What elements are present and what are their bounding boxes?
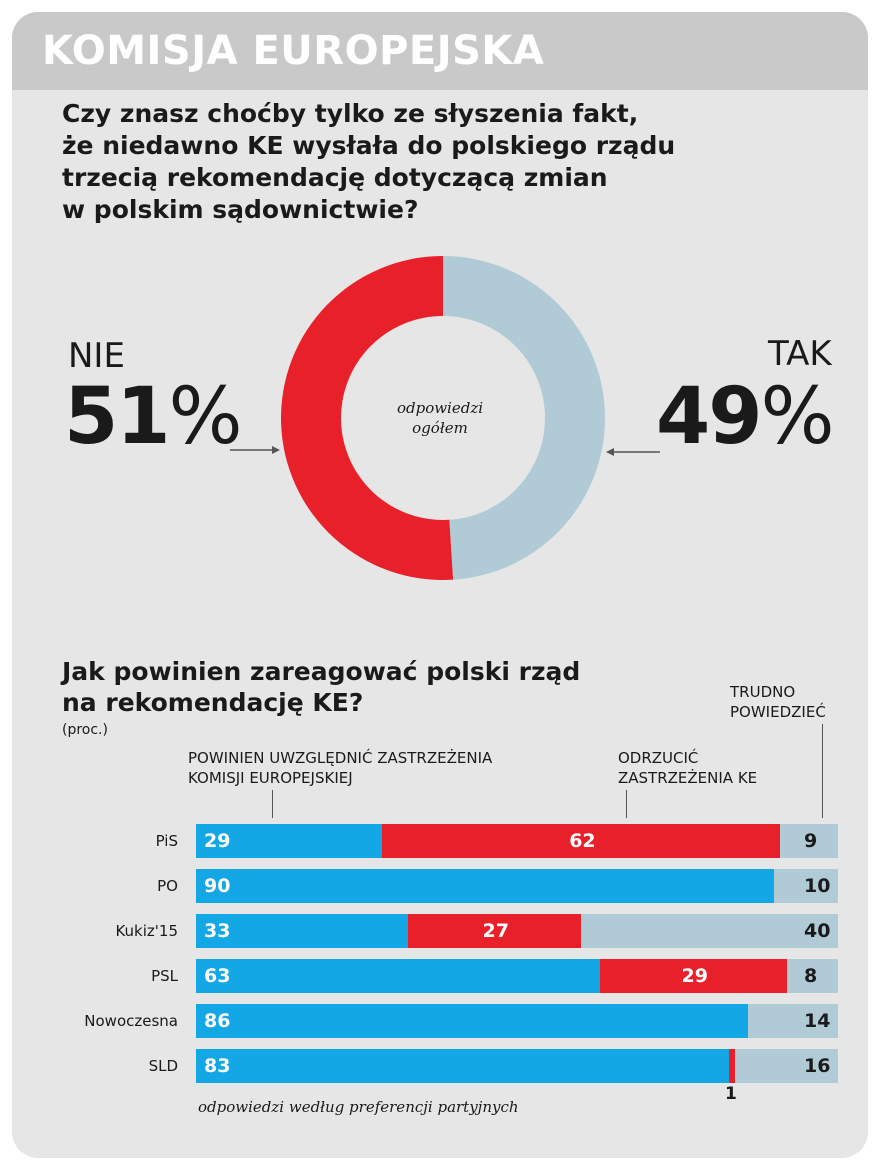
donut-slice-tak xyxy=(443,256,606,580)
donut-center-line: ogółem xyxy=(412,419,468,437)
legend-unsure-line: POWIEDZIEĆ xyxy=(730,703,826,721)
legend-accept-line: KOMISJI EUROPEJSKIEJ xyxy=(188,769,353,787)
legend-accept: POWINIEN UWZGLĘDNIĆ ZASTRZEŻENIA KOMISJI… xyxy=(188,748,492,788)
footnote: odpowiedzi według preferencji partyjnych xyxy=(198,1098,519,1116)
label-nie: NIE xyxy=(68,336,125,376)
bar-segment xyxy=(196,869,774,903)
bar-value-label: 9 xyxy=(804,830,818,852)
page-title: KOMISJA EUROPEJSKA xyxy=(42,28,545,74)
legend-reject: ODRZUCIĆ ZASTRZEŻENIA KE xyxy=(618,748,757,788)
sld-reject-value-label: 1 xyxy=(725,1084,737,1104)
row-label: SLD xyxy=(148,1057,178,1075)
bar-segment xyxy=(773,869,838,903)
legend-reject-line: ZASTRZEŻENIA KE xyxy=(618,769,758,787)
connector-nie-arrow xyxy=(272,446,280,454)
value-nie: 51% xyxy=(64,372,243,462)
question-1-line: w polskim sądownictwie? xyxy=(62,195,419,224)
question-2-line: na rekomendację KE? xyxy=(62,688,364,717)
question-2-line: Jak powinien zareagować polski rząd xyxy=(62,657,581,686)
bar-segment xyxy=(407,914,582,948)
value-nie-number: 51 xyxy=(64,372,171,462)
bar-value-label: 83 xyxy=(204,1055,231,1077)
bar-segment xyxy=(196,1049,729,1083)
donut-chart xyxy=(230,256,660,580)
bar-value-label: 40 xyxy=(804,920,831,942)
legend-unsure-line: TRUDNO xyxy=(730,683,796,701)
bar-value-label: 27 xyxy=(482,920,509,942)
question-1-line: że niedawno KE wysłała do polskiego rząd… xyxy=(62,131,676,160)
legend-accept-pointer xyxy=(272,790,273,818)
legend-reject-line: ODRZUCIĆ xyxy=(618,749,699,767)
row-label: PSL xyxy=(151,967,178,985)
bar-segment xyxy=(196,914,408,948)
bar-segment xyxy=(786,959,838,993)
question-1-line: trzecią rekomendację dotyczącą zmian xyxy=(62,163,608,192)
question-1: Czy znasz choćby tylko ze słyszenia fakt… xyxy=(62,98,782,226)
value-tak: 49% xyxy=(656,372,835,462)
bar-value-label: 29 xyxy=(681,965,708,987)
legend-unsure-pointer xyxy=(822,724,823,818)
value-nie-sign: % xyxy=(168,372,243,462)
bar-segment xyxy=(728,1049,736,1083)
row-label: Nowoczesna xyxy=(84,1012,178,1030)
label-tak: TAK xyxy=(768,334,832,374)
row-label: PiS xyxy=(155,832,178,850)
legend-unsure: TRUDNO POWIEDZIEĆ xyxy=(730,682,826,722)
question-2: Jak powinien zareagować polski rząd na r… xyxy=(62,656,580,718)
unit-label: (proc.) xyxy=(62,722,108,738)
legend-reject-pointer xyxy=(626,790,627,818)
row-label: Kukiz'15 xyxy=(115,922,178,940)
bar-value-label: 86 xyxy=(204,1010,231,1032)
connector-tak-arrow xyxy=(606,448,614,456)
value-tak-sign: % xyxy=(760,372,835,462)
bar-segment xyxy=(780,824,838,858)
bar-segment xyxy=(748,1004,838,1038)
bar-value-label: 8 xyxy=(804,965,818,987)
legend-accept-line: POWINIEN UWZGLĘDNIĆ ZASTRZEŻENIA xyxy=(188,749,493,767)
donut-center-label: odpowiedzi ogółem xyxy=(370,398,510,438)
bar-value-label: 90 xyxy=(204,875,231,897)
donut-center-line: odpowiedzi xyxy=(396,399,484,417)
value-tak-number: 49 xyxy=(656,372,763,462)
bar-value-label: 16 xyxy=(804,1055,831,1077)
bar-value-label: 29 xyxy=(204,830,231,852)
bar-value-label: 62 xyxy=(569,830,596,852)
bar-segment xyxy=(196,824,383,858)
bar-segment xyxy=(382,824,781,858)
bar-segment xyxy=(196,1004,749,1038)
donut-slice-nie xyxy=(281,256,454,580)
question-1-line: Czy znasz choćby tylko ze słyszenia fakt… xyxy=(62,99,639,128)
bar-value-label: 14 xyxy=(804,1010,831,1032)
bar-value-label: 10 xyxy=(804,875,831,897)
header-bar xyxy=(12,12,868,90)
bar-value-label: 33 xyxy=(204,920,231,942)
bar-segment xyxy=(196,959,601,993)
bar-segment xyxy=(735,1049,838,1083)
bar-segment xyxy=(581,914,838,948)
bar-value-label: 63 xyxy=(204,965,231,987)
bar-segment xyxy=(600,959,787,993)
row-label: PO xyxy=(157,877,178,895)
